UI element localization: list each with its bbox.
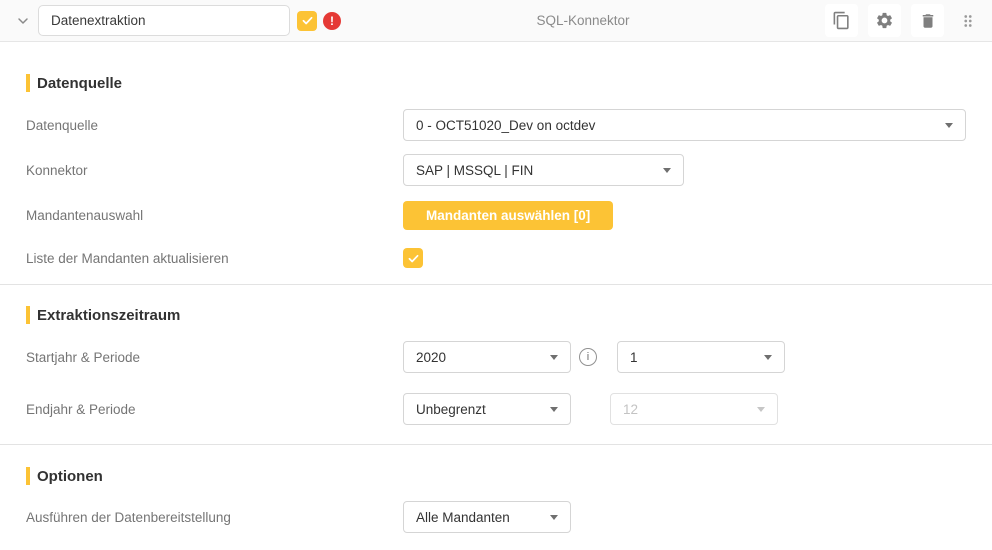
row-mandantenauswahl: Mandantenauswahl Mandanten auswählen [0]: [26, 199, 966, 231]
field-label: Konnektor: [26, 162, 88, 178]
topbar-actions: [825, 4, 978, 37]
selected-value: 1: [630, 349, 638, 365]
field-label: Mandantenauswahl: [26, 207, 144, 223]
endjahr-select[interactable]: Unbegrenzt: [403, 393, 571, 425]
selected-value: Alle Mandanten: [416, 509, 510, 525]
connector-form: Datenquelle Datenquelle 0 - OCT51020_Dev…: [0, 74, 992, 533]
row-startjahr-periode: Startjahr & Periode 2020 i 1: [26, 341, 966, 373]
dropdown-caret-icon: [663, 167, 671, 173]
selected-value: 0 - OCT51020_Dev on octdev: [416, 117, 596, 133]
topbar: ! SQL-Konnektor: [0, 0, 992, 42]
selected-value: SAP | MSSQL | FIN: [416, 162, 534, 178]
section-title-extraktionszeitraum: Extraktionszeitraum: [26, 306, 966, 324]
section-title-text: Extraktionszeitraum: [37, 306, 181, 324]
dropdown-caret-icon: [550, 354, 558, 360]
konnektor-select[interactable]: SAP | MSSQL | FIN: [403, 154, 684, 186]
row-endjahr-periode: Endjahr & Periode Unbegrenzt 12: [26, 393, 966, 425]
drag-handle-icon[interactable]: [958, 9, 978, 33]
field-label: Startjahr & Periode: [26, 349, 141, 365]
connector-type-title: SQL-Konnektor: [536, 13, 630, 28]
extraction-name-input[interactable]: [38, 5, 290, 36]
selected-value: 12: [623, 401, 639, 417]
selected-value: Unbegrenzt: [416, 401, 486, 417]
section-title-optionen: Optionen: [26, 467, 966, 485]
section-extraktionszeitraum: Extraktionszeitraum Startjahr & Periode …: [0, 306, 992, 425]
row-konnektor: Konnektor SAP | MSSQL | FIN: [26, 154, 966, 186]
trash-icon: [922, 13, 933, 28]
accent-bar: [26, 467, 30, 485]
delete-button[interactable]: [911, 4, 944, 37]
info-glyph: i: [586, 351, 590, 363]
mandanten-auswaehlen-button[interactable]: Mandanten auswählen [0]: [403, 200, 614, 230]
settings-button[interactable]: [868, 4, 901, 37]
datenquelle-select[interactable]: 0 - OCT51020_Dev on octdev: [403, 109, 966, 141]
section-optionen: Optionen Ausführen der Datenbereitstellu…: [0, 467, 992, 533]
accent-bar: [26, 306, 30, 324]
error-glyph: !: [330, 13, 334, 28]
datenbereitstellung-select[interactable]: Alle Mandanten: [403, 501, 571, 533]
field-label: Datenquelle: [26, 117, 99, 133]
endperiode-select-disabled: 12: [610, 393, 778, 425]
section-datenquelle: Datenquelle Datenquelle 0 - OCT51020_Dev…: [0, 74, 992, 272]
field-label: Ausführen der Datenbereitstellung: [26, 509, 231, 525]
section-title-datenquelle: Datenquelle: [26, 74, 966, 92]
dropdown-caret-icon: [550, 514, 558, 520]
startjahr-select[interactable]: 2020: [403, 341, 571, 373]
selected-value: 2020: [416, 349, 447, 365]
row-datenbereitstellung: Ausführen der Datenbereitstellung Alle M…: [26, 501, 966, 533]
error-badge-icon: !: [323, 11, 341, 30]
row-datenquelle: Datenquelle 0 - OCT51020_Dev on octdev: [26, 109, 966, 141]
chevron-down-icon[interactable]: [12, 10, 34, 32]
duplicate-button[interactable]: [825, 4, 858, 37]
section-title-text: Optionen: [37, 467, 103, 485]
accent-bar: [26, 74, 30, 92]
liste-aktualisieren-checkbox[interactable]: [403, 248, 423, 268]
row-liste-aktualisieren: Liste der Mandanten aktualisieren: [26, 244, 966, 272]
startperiode-select[interactable]: 1: [617, 341, 785, 373]
header-checkbox[interactable]: [297, 10, 317, 31]
dropdown-caret-icon: [764, 354, 772, 360]
field-label: Endjahr & Periode: [26, 401, 136, 417]
info-icon[interactable]: i: [579, 348, 597, 366]
section-divider: [0, 284, 992, 285]
dropdown-caret-icon: [945, 122, 953, 128]
dropdown-caret-icon: [757, 406, 765, 412]
gear-icon: [877, 12, 892, 29]
section-divider: [0, 444, 992, 445]
dropdown-caret-icon: [550, 406, 558, 412]
copy-icon: [833, 11, 849, 30]
section-title-text: Datenquelle: [37, 74, 123, 92]
field-label: Liste der Mandanten aktualisieren: [26, 250, 229, 266]
